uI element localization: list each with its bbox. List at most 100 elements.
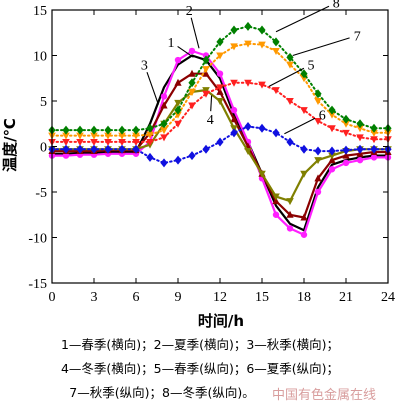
series-6-point bbox=[104, 144, 112, 154]
series-3-point bbox=[174, 78, 182, 86]
annotation-leader-6 bbox=[284, 117, 316, 135]
series-7-point bbox=[160, 127, 168, 135]
series-8-point bbox=[272, 37, 280, 47]
series-5-point bbox=[356, 134, 364, 142]
series-2-point bbox=[328, 166, 336, 173]
x-tick-label: 24 bbox=[381, 290, 395, 305]
series-2-point bbox=[314, 188, 322, 196]
series-6-point bbox=[188, 151, 196, 161]
series-6 bbox=[48, 121, 392, 168]
series-5-point bbox=[202, 90, 210, 98]
series-2-point bbox=[342, 159, 350, 167]
series-8-point bbox=[202, 55, 210, 65]
y-tick-label: -15 bbox=[28, 277, 47, 292]
x-tick-label: 18 bbox=[297, 290, 311, 305]
series-6-point bbox=[370, 144, 378, 154]
series-4-point bbox=[300, 170, 308, 178]
series-8-point bbox=[230, 25, 238, 35]
series-8-point bbox=[90, 125, 98, 135]
series-6-point bbox=[118, 144, 126, 154]
series-5-point bbox=[314, 118, 322, 126]
series-group bbox=[48, 21, 392, 238]
series-3-point bbox=[230, 115, 238, 123]
series-5-point bbox=[244, 79, 252, 87]
series-4-point bbox=[286, 198, 294, 206]
series-7-point bbox=[62, 132, 70, 140]
annotation-leader-3 bbox=[146, 72, 159, 105]
series-5-point bbox=[160, 134, 168, 142]
series-5-point bbox=[230, 79, 238, 87]
series-5-point bbox=[258, 81, 266, 89]
series-8-point bbox=[188, 78, 196, 88]
series-5-point bbox=[370, 136, 378, 144]
series-8-point bbox=[118, 125, 126, 135]
series-5-point bbox=[174, 120, 182, 128]
series-7-point bbox=[188, 88, 196, 96]
series-6-point bbox=[286, 137, 294, 147]
annotation-leader-7 bbox=[292, 37, 350, 57]
series-5-point bbox=[272, 87, 280, 95]
series-8-point bbox=[314, 89, 322, 99]
series-5-point bbox=[286, 98, 294, 105]
series-7-point bbox=[132, 132, 140, 140]
series-5-point bbox=[328, 125, 336, 133]
y-tick-label: -10 bbox=[28, 232, 47, 247]
y-tick-label: 10 bbox=[33, 50, 47, 65]
series-8-point bbox=[286, 52, 294, 62]
series-3-point bbox=[216, 87, 224, 95]
series-7-point bbox=[76, 132, 84, 140]
series-8-point bbox=[328, 105, 336, 115]
y-axis-label: 温度/℃ bbox=[1, 118, 19, 172]
x-tick-label: 9 bbox=[175, 290, 182, 305]
series-6-point bbox=[300, 144, 308, 154]
series-7-point bbox=[230, 43, 238, 51]
series-7-point bbox=[356, 125, 364, 133]
x-tick-label: 6 bbox=[133, 290, 140, 305]
series-8-point bbox=[300, 69, 308, 79]
series-8-point bbox=[104, 125, 112, 135]
series-7-point bbox=[174, 111, 182, 119]
series-2-point bbox=[188, 47, 196, 55]
series-5-point bbox=[300, 107, 308, 115]
series-8-point bbox=[62, 125, 70, 135]
x-axis-label: 时间/h bbox=[198, 312, 244, 330]
series-5-point bbox=[216, 84, 224, 92]
series-4-point bbox=[258, 170, 266, 178]
series-3-point bbox=[286, 210, 294, 218]
annotation-label-6: 6 bbox=[319, 109, 326, 124]
series-8-point bbox=[356, 119, 364, 129]
series-6-point bbox=[258, 123, 266, 133]
series-6-point bbox=[244, 121, 252, 131]
series-2-point bbox=[370, 154, 378, 161]
legend-line-2: 4—冬季(横向)；5—春季(纵向)；6—夏季(纵向)； bbox=[60, 361, 340, 376]
x-tick-label: 15 bbox=[255, 290, 269, 305]
series-5-point bbox=[104, 138, 112, 146]
series-2-point bbox=[300, 231, 308, 238]
series-6-point bbox=[146, 152, 154, 162]
series-8-point bbox=[160, 119, 168, 129]
series-5-point bbox=[90, 138, 98, 146]
legend-line-3: 7—秋季(纵向)；8—冬季(纵向)。 bbox=[69, 385, 255, 400]
annotation-label-8: 8 bbox=[333, 0, 340, 12]
annotation-leader-4 bbox=[210, 95, 213, 112]
x-tick-label: 21 bbox=[339, 290, 353, 305]
annotation-label-2: 2 bbox=[186, 4, 193, 19]
series-2-point bbox=[174, 56, 182, 64]
y-tick-label: 15 bbox=[33, 4, 47, 19]
annotation-label-3: 3 bbox=[141, 59, 148, 74]
series-3-point bbox=[328, 156, 336, 164]
series-7-point bbox=[258, 41, 266, 49]
series-7-point bbox=[118, 132, 126, 140]
series-3-point bbox=[342, 151, 350, 159]
series-6-point bbox=[76, 144, 84, 154]
series-3-point bbox=[272, 197, 280, 205]
series-4-point bbox=[244, 148, 252, 156]
series-8 bbox=[48, 21, 392, 135]
series-3-point bbox=[314, 174, 322, 182]
series-8-point bbox=[258, 25, 266, 35]
series-7-point bbox=[342, 120, 350, 128]
series-2-point bbox=[356, 156, 364, 164]
legend-line-1: 1—春季(横向)；2—夏季(横向)；3—秋季(横向)； bbox=[60, 337, 340, 352]
